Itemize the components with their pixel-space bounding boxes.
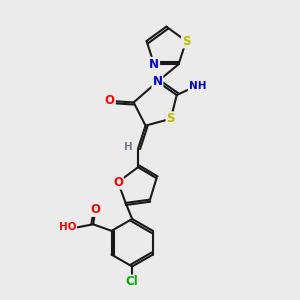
Text: Cl: Cl xyxy=(126,275,139,289)
Text: N: N xyxy=(149,58,159,71)
Text: HO: HO xyxy=(59,222,76,232)
Text: S: S xyxy=(167,112,175,125)
Text: O: O xyxy=(91,203,100,216)
Text: N: N xyxy=(152,75,162,88)
Text: NH: NH xyxy=(189,81,206,91)
Text: H: H xyxy=(124,142,133,152)
Text: S: S xyxy=(182,34,190,47)
Text: O: O xyxy=(105,94,115,107)
Text: O: O xyxy=(113,176,123,189)
